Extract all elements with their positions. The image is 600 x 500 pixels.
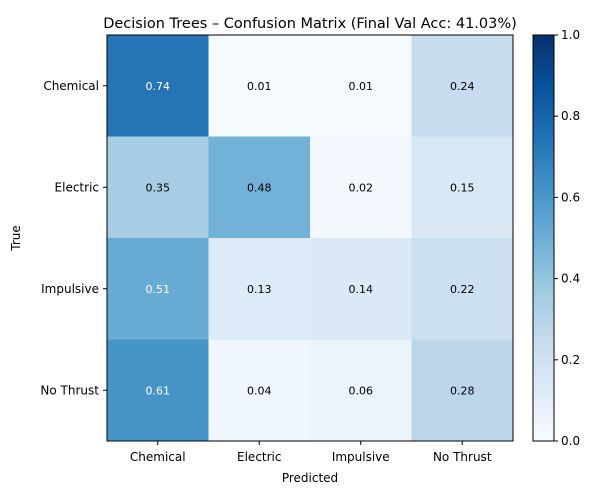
cell-value-label: 0.01 (349, 80, 374, 93)
colorbar-ticks: 0.0 0.2 0.4 0.6 0.8 1.0 (554, 28, 580, 448)
cell-value-label: 0.04 (247, 384, 272, 397)
heatmap-cell (107, 238, 209, 340)
heatmap-cell (107, 136, 209, 239)
colorbar-tick-label: 0.0 (561, 434, 580, 448)
heatmap-cell (107, 35, 209, 137)
cell-value-label: 0.01 (247, 80, 272, 93)
cell-value-label: 0.24 (450, 80, 475, 93)
y-tick-label: No Thrust (40, 383, 99, 397)
heatmap-cell (310, 35, 412, 137)
cell-value-label: 0.35 (146, 181, 171, 194)
heatmap-cell (411, 136, 514, 239)
heatmap-cell (208, 238, 311, 340)
cell-value-label: 0.28 (450, 384, 475, 397)
heatmap-cell (208, 339, 311, 442)
x-axis-label: Predicted (282, 471, 338, 485)
cell-value-label: 0.14 (349, 283, 374, 296)
y-tick-label: Electric (55, 180, 99, 194)
plot-frame (106, 34, 514, 442)
cell-value-label: 0.61 (146, 384, 171, 397)
colorbar-tick-label: 0.4 (561, 272, 580, 286)
y-axis-label: True (9, 225, 23, 252)
y-axis-ticks: Chemical Electric Impulsive No Thrust (40, 79, 107, 397)
y-tick-label: Chemical (43, 79, 99, 93)
colorbar-tick-label: 0.6 (561, 190, 580, 204)
heatmap-cell (310, 339, 412, 442)
x-tick-label: Chemical (130, 450, 186, 464)
colorbar-tick-label: 0.2 (561, 353, 580, 367)
cell-value-label: 0.74 (146, 80, 171, 93)
cell-value-label: 0.13 (247, 283, 272, 296)
cell-value-label: 0.02 (349, 181, 374, 194)
heatmap-cell (208, 35, 311, 137)
colorbar (532, 34, 555, 442)
heatmap-cell (411, 339, 514, 442)
x-axis-ticks: Chemical Electric Impulsive No Thrust (130, 441, 492, 464)
x-tick-label: Electric (237, 450, 281, 464)
cell-value-label: 0.06 (349, 384, 374, 397)
heatmap-cells: 0.74 0.01 0.01 0.24 0.35 0.48 0.02 0.15 0.51 0.13… (107, 35, 514, 442)
colorbar-tick-label: 1.0 (561, 28, 580, 42)
chart-title: Decision Trees – Confusion Matrix (Final… (103, 16, 517, 32)
x-tick-label: Impulsive (332, 450, 390, 464)
cell-value-label: 0.48 (247, 181, 272, 194)
heatmap-cell (411, 35, 514, 137)
heatmap-cell (411, 238, 514, 340)
colorbar-tick-label: 0.8 (561, 109, 580, 123)
heatmap-cell (310, 136, 412, 239)
cell-value-label: 0.51 (146, 283, 171, 296)
cell-value-label: 0.15 (450, 181, 475, 194)
heatmap-cell (208, 136, 311, 239)
cell-value-label: 0.22 (450, 283, 475, 296)
heatmap-cell (310, 238, 412, 340)
heatmap-cell (107, 339, 209, 442)
y-tick-label: Impulsive (41, 282, 99, 296)
x-tick-label: No Thrust (433, 450, 492, 464)
